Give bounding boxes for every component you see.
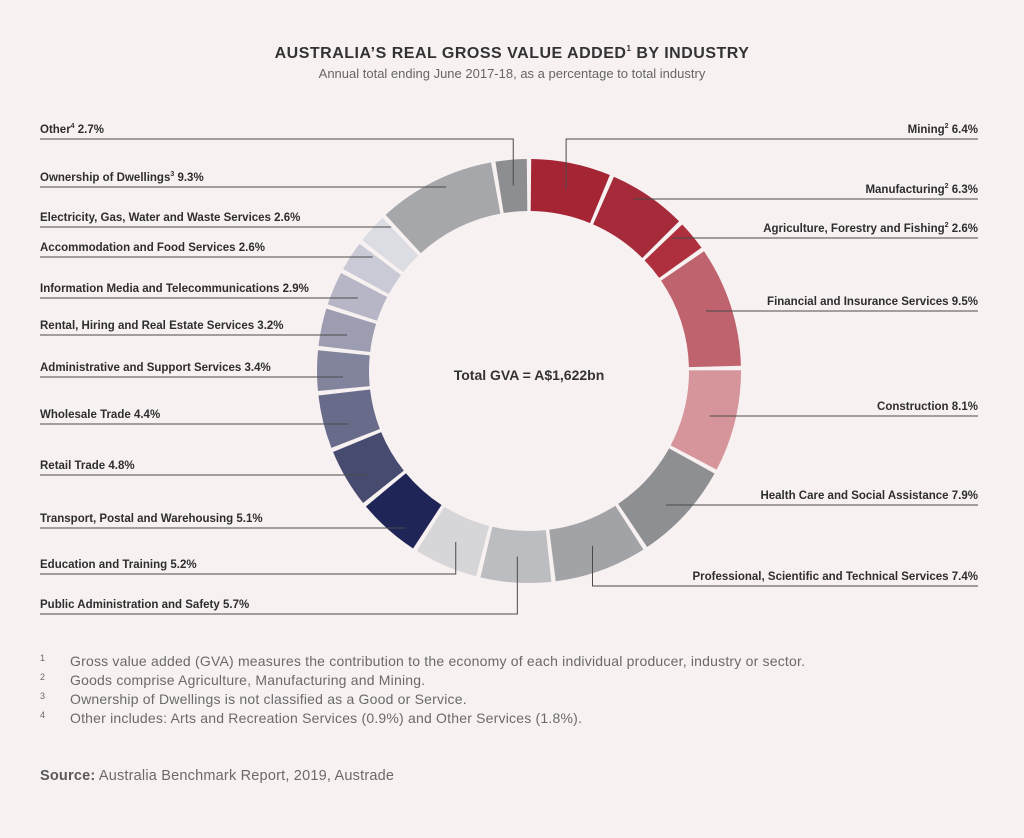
footnote-1: 1 Gross value added (GVA) measures the co… xyxy=(40,652,980,671)
slice-construction xyxy=(670,370,741,470)
slice-transport-postal-and-warehousing xyxy=(365,473,442,549)
footnote-2: 2 Goods comprise Agriculture, Manufacturi… xyxy=(40,671,980,690)
label-financial-and-insurance-services: Financial and Insurance Services 9.5% xyxy=(767,296,978,308)
slice-ownership-of-dwellings xyxy=(385,162,501,254)
label-public-administration-and-safety: Public Administration and Safety 5.7% xyxy=(40,599,249,611)
slice-other xyxy=(495,159,528,214)
footnote-3: 3 Ownership of Dwellings is not classifie… xyxy=(40,690,980,709)
label-agriculture-forestry-and-fishing: Agriculture, Forestry and Fishing2 2.6% xyxy=(763,222,978,235)
label-construction: Construction 8.1% xyxy=(877,401,978,413)
label-retail-trade: Retail Trade 4.8% xyxy=(40,460,135,472)
footnote-number: 1 xyxy=(40,653,46,663)
chart-title-main: AUSTRALIA’S REAL GROSS VALUE ADDED xyxy=(275,45,627,62)
label-health-care-and-social-assistance: Health Care and Social Assistance 7.9% xyxy=(760,490,978,502)
leader-mining xyxy=(565,138,978,189)
center-label: Total GVA = A$1,622bn xyxy=(454,367,605,383)
slice-information-media-and-telecommunications xyxy=(327,272,388,321)
footnote-text: Ownership of Dwellings is not classified… xyxy=(70,691,467,707)
source-label: Source: xyxy=(40,768,96,784)
donut-slices xyxy=(317,159,741,583)
slice-retail-trade xyxy=(333,432,404,504)
slice-administrative-and-support-services xyxy=(317,350,370,392)
label-mining: Mining2 6.4% xyxy=(908,123,978,136)
slice-education-and-training xyxy=(416,506,490,577)
leader-professional-scientific-and-technical-services xyxy=(591,545,978,587)
source-line: Source: Australia Benchmark Report, 2019… xyxy=(40,768,394,784)
footnote-number: 4 xyxy=(40,710,46,720)
leader-education-and-training xyxy=(40,541,457,575)
label-electricity-gas-water-and-waste-services: Electricity, Gas, Water and Waste Servic… xyxy=(40,212,300,224)
label-information-media-and-telecommunications: Information Media and Telecommunications… xyxy=(40,283,309,295)
slice-professional-scientific-and-technical-services xyxy=(549,505,644,582)
label-rental-hiring-and-real-estate-services: Rental, Hiring and Real Estate Services … xyxy=(40,320,284,332)
footnote-text: Other includes: Arts and Recreation Serv… xyxy=(70,710,583,726)
slice-public-administration-and-safety xyxy=(480,526,552,583)
footnote-number: 3 xyxy=(40,691,46,701)
label-transport-postal-and-warehousing: Transport, Postal and Warehousing 5.1% xyxy=(40,513,263,525)
chart-title-suffix: BY INDUSTRY xyxy=(631,45,749,62)
slice-health-care-and-social-assistance xyxy=(618,448,715,548)
leader-public-administration-and-safety xyxy=(40,556,518,615)
label-administrative-and-support-services: Administrative and Support Services 3.4% xyxy=(40,362,271,374)
slice-wholesale-trade xyxy=(318,389,380,448)
chart-title: AUSTRALIA’S REAL GROSS VALUE ADDED1 BY I… xyxy=(275,44,750,62)
slice-accommodation-and-food-services xyxy=(343,243,402,295)
label-education-and-training: Education and Training 5.2% xyxy=(40,559,197,571)
footnote-text: Gross value added (GVA) measures the con… xyxy=(70,653,806,669)
slice-electricity-gas-water-and-waste-services xyxy=(362,217,419,273)
leader-other xyxy=(40,138,514,186)
label-accommodation-and-food-services: Accommodation and Food Services 2.6% xyxy=(40,242,265,254)
label-professional-scientific-and-technical-services: Professional, Scientific and Technical S… xyxy=(692,571,978,583)
slice-mining xyxy=(530,159,610,224)
chart-subtitle: Annual total ending June 2017-18, as a p… xyxy=(319,66,706,81)
slice-financial-and-insurance-services xyxy=(661,251,741,368)
label-wholesale-trade: Wholesale Trade 4.4% xyxy=(40,409,160,421)
footnote-4: 4 Other includes: Arts and Recreation Ser… xyxy=(40,709,980,728)
footnotes: 1 Gross value added (GVA) measures the co… xyxy=(40,652,980,728)
source-text: Australia Benchmark Report, 2019, Austra… xyxy=(95,768,395,784)
legend-leader-lines xyxy=(40,138,978,615)
chart-title-sup: 1 xyxy=(626,44,631,53)
label-other: Other4 2.7% xyxy=(40,123,104,136)
footnote-number: 2 xyxy=(40,672,46,682)
label-manufacturing: Manufacturing2 6.3% xyxy=(865,183,978,196)
label-ownership-of-dwellings: Ownership of Dwellings3 9.3% xyxy=(40,171,204,184)
footnote-text: Goods comprise Agriculture, Manufacturin… xyxy=(70,672,426,688)
legend-labels: Mining2 6.4% Manufacturing2 6.3% Agricultu… xyxy=(40,123,978,611)
slice-manufacturing xyxy=(593,176,680,259)
slice-rental-hiring-and-real-estate-services xyxy=(318,308,377,353)
